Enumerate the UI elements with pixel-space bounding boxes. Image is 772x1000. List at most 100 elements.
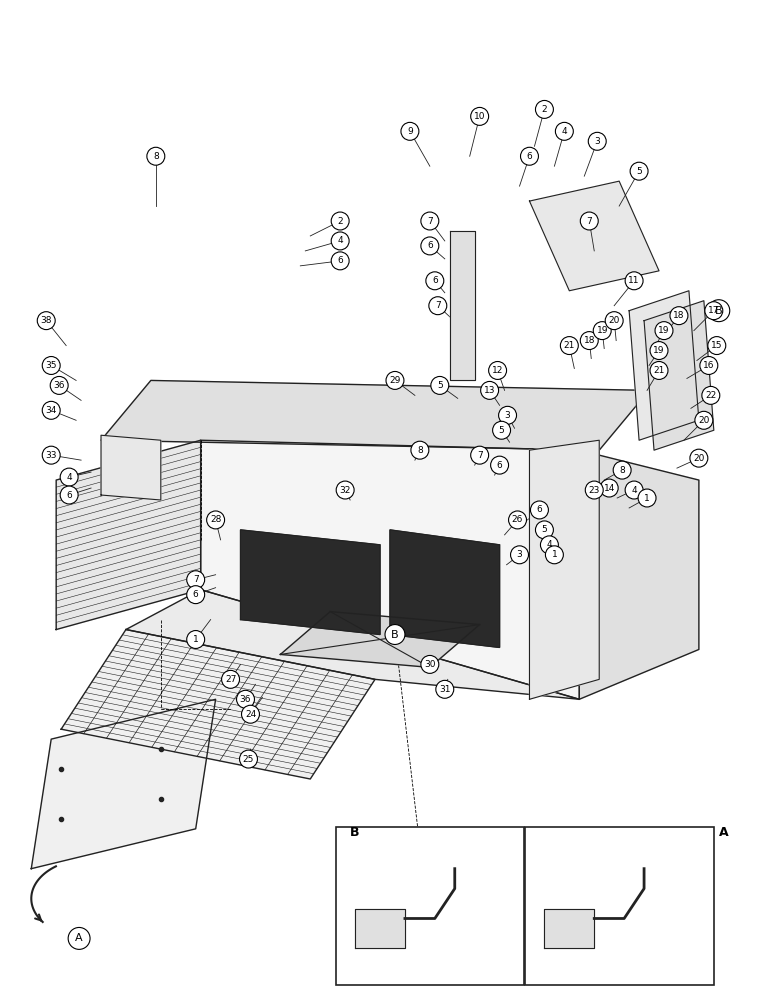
Text: 9: 9 xyxy=(407,127,413,136)
Circle shape xyxy=(386,371,404,389)
Text: 7: 7 xyxy=(477,451,482,460)
Text: 20: 20 xyxy=(698,416,709,425)
Text: 8: 8 xyxy=(153,152,159,161)
Circle shape xyxy=(222,670,239,688)
Text: 18: 18 xyxy=(584,336,595,345)
Text: B: B xyxy=(350,826,360,839)
Text: 13: 13 xyxy=(484,386,496,395)
Circle shape xyxy=(239,750,258,768)
Circle shape xyxy=(695,411,713,429)
Polygon shape xyxy=(390,530,499,647)
Text: 23: 23 xyxy=(588,486,600,495)
Polygon shape xyxy=(530,440,599,699)
Circle shape xyxy=(520,147,538,165)
Text: 40: 40 xyxy=(449,929,460,938)
Text: 4: 4 xyxy=(547,540,552,549)
Polygon shape xyxy=(450,231,475,380)
Circle shape xyxy=(42,401,60,419)
Circle shape xyxy=(555,122,574,140)
Circle shape xyxy=(650,342,668,360)
Text: 8: 8 xyxy=(417,446,423,455)
Circle shape xyxy=(421,212,438,230)
Circle shape xyxy=(636,925,652,941)
Text: 29: 29 xyxy=(389,376,401,385)
Polygon shape xyxy=(241,530,380,635)
Text: 34: 34 xyxy=(46,406,57,415)
Circle shape xyxy=(700,357,718,374)
Circle shape xyxy=(625,272,643,290)
Text: 4: 4 xyxy=(561,127,567,136)
Circle shape xyxy=(50,376,68,394)
Text: 16: 16 xyxy=(703,361,715,370)
Polygon shape xyxy=(544,909,594,948)
Text: 7: 7 xyxy=(427,217,433,226)
Polygon shape xyxy=(629,291,699,440)
Circle shape xyxy=(536,100,554,118)
Circle shape xyxy=(187,631,205,648)
Text: 6: 6 xyxy=(427,241,433,250)
Circle shape xyxy=(242,705,259,723)
Text: 20: 20 xyxy=(608,316,620,325)
Circle shape xyxy=(491,456,509,474)
Text: 6: 6 xyxy=(527,152,533,161)
Text: 26: 26 xyxy=(512,515,523,524)
Text: A: A xyxy=(76,933,83,943)
Circle shape xyxy=(509,511,527,529)
Text: 10: 10 xyxy=(474,112,486,121)
Text: 15: 15 xyxy=(711,341,723,350)
Circle shape xyxy=(421,655,438,673)
Circle shape xyxy=(481,381,499,399)
Text: 43: 43 xyxy=(584,959,594,968)
Text: 3: 3 xyxy=(594,137,600,146)
Text: 6: 6 xyxy=(337,256,343,265)
Text: 1: 1 xyxy=(193,635,198,644)
Text: 33: 33 xyxy=(46,451,57,460)
Text: 5: 5 xyxy=(541,525,547,534)
Circle shape xyxy=(436,680,454,698)
Circle shape xyxy=(702,386,720,404)
FancyBboxPatch shape xyxy=(526,827,714,985)
Circle shape xyxy=(68,927,90,949)
Circle shape xyxy=(593,322,611,340)
Text: 19: 19 xyxy=(653,346,665,355)
Text: 5: 5 xyxy=(437,381,442,390)
Text: 42: 42 xyxy=(429,949,440,958)
Circle shape xyxy=(42,357,60,374)
Text: 8: 8 xyxy=(619,466,625,475)
Circle shape xyxy=(426,272,444,290)
Text: 1: 1 xyxy=(551,550,557,559)
Text: 19: 19 xyxy=(597,326,608,335)
Circle shape xyxy=(493,421,510,439)
Circle shape xyxy=(60,486,78,504)
Text: 4: 4 xyxy=(631,486,637,495)
Text: 24: 24 xyxy=(245,710,256,719)
Text: 38: 38 xyxy=(40,316,52,325)
Circle shape xyxy=(588,132,606,150)
Text: 36: 36 xyxy=(53,381,65,390)
Text: 1: 1 xyxy=(644,494,650,503)
Circle shape xyxy=(147,147,164,165)
Circle shape xyxy=(605,312,623,330)
Text: 36: 36 xyxy=(549,949,560,958)
Circle shape xyxy=(428,297,447,315)
Circle shape xyxy=(625,481,643,499)
Text: 41: 41 xyxy=(604,922,615,931)
Circle shape xyxy=(510,546,529,564)
Polygon shape xyxy=(530,181,659,291)
Polygon shape xyxy=(56,440,201,630)
Circle shape xyxy=(60,468,78,486)
Polygon shape xyxy=(644,301,714,450)
Text: 42: 42 xyxy=(619,949,629,958)
Circle shape xyxy=(638,489,656,507)
Polygon shape xyxy=(201,440,579,699)
Text: 7: 7 xyxy=(193,575,198,584)
Circle shape xyxy=(499,406,516,424)
Circle shape xyxy=(431,376,449,394)
Text: 39: 39 xyxy=(360,949,371,958)
Circle shape xyxy=(708,337,726,355)
Text: 27: 27 xyxy=(225,675,236,684)
Text: 2: 2 xyxy=(542,105,547,114)
Circle shape xyxy=(331,232,349,250)
Circle shape xyxy=(187,586,205,604)
Polygon shape xyxy=(280,612,479,667)
